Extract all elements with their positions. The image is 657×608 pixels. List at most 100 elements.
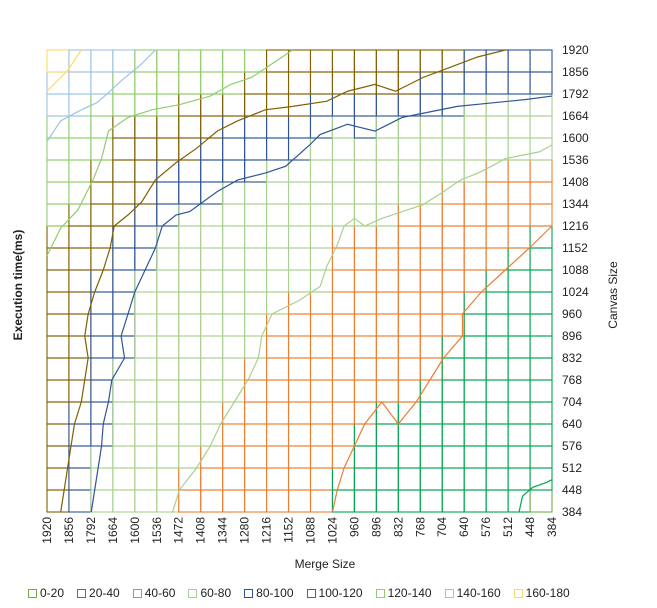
- legend-item: 60-80: [188, 586, 231, 600]
- grid-cell: [353, 269, 377, 293]
- legend-label: 60-80: [200, 586, 232, 600]
- grid-cell: [46, 225, 70, 249]
- grid-cell: [397, 291, 421, 315]
- grid-cell: [375, 225, 399, 249]
- grid-cell: [222, 423, 246, 447]
- legend-item: 120-140: [375, 586, 432, 600]
- legend-swatch: [375, 588, 385, 598]
- grid-cell: [287, 115, 312, 139]
- grid-cell: [112, 269, 136, 293]
- grid-cell: [353, 489, 377, 513]
- grid-cell: [222, 291, 246, 315]
- grid-cell: [529, 423, 553, 447]
- grid-cell: [507, 115, 531, 139]
- grid-cell: [397, 335, 421, 359]
- grid-cell: [156, 313, 180, 337]
- grid-cell: [529, 335, 553, 359]
- grid-cell: [200, 269, 224, 293]
- grid-cell: [529, 159, 553, 183]
- legend-swatch: [132, 588, 142, 598]
- grid-cell: [90, 357, 114, 381]
- grid-cell: [375, 335, 399, 359]
- grid-cell: [46, 71, 70, 95]
- grid-cell: [397, 489, 421, 513]
- grid-cell: [266, 49, 290, 73]
- legend-swatch: [77, 588, 87, 598]
- grid-cell: [266, 423, 290, 447]
- grid-cell: [244, 379, 268, 403]
- grid-cell: [112, 379, 136, 403]
- grid-cell: [222, 489, 246, 513]
- grid-cell: [441, 445, 465, 469]
- grid-cell: [134, 313, 158, 337]
- grid-cell: [309, 313, 333, 337]
- grid-cell: [353, 379, 377, 403]
- grid-cell: [485, 489, 509, 513]
- grid-cell: [353, 291, 377, 315]
- grid-cell: [353, 445, 377, 469]
- grid-cell: [441, 247, 465, 271]
- grid-cell: [200, 159, 224, 183]
- grid-cell: [200, 225, 224, 249]
- grid-cell: [507, 225, 531, 249]
- grid-cell: [463, 423, 487, 447]
- x-tick-label: 384: [545, 517, 559, 537]
- grid-cell: [419, 467, 443, 491]
- grid-cell: [134, 181, 158, 205]
- grid-cell: [419, 247, 443, 271]
- x-tick-label: 1856: [62, 517, 76, 544]
- grid-cell: [200, 313, 224, 337]
- grid-cell: [287, 203, 312, 227]
- grid-cell: [156, 467, 180, 491]
- grid-cell: [529, 313, 553, 337]
- grid-cell: [331, 445, 355, 469]
- grid-cell: [419, 49, 443, 73]
- grid-cell: [68, 247, 92, 271]
- grid-cell: [200, 357, 224, 381]
- grid-cell: [441, 379, 465, 403]
- grid-cell: [287, 445, 312, 469]
- y-axis-title-right: Canvas Size: [606, 261, 620, 329]
- grid-cell: [419, 423, 443, 447]
- grid-cell: [68, 489, 92, 513]
- grid-cell: [485, 291, 509, 315]
- grid-cell: [309, 335, 333, 359]
- grid-cell: [112, 313, 136, 337]
- grid-cell: [507, 423, 531, 447]
- grid-cell: [244, 49, 268, 73]
- grid-cell: [463, 401, 487, 425]
- grid-cell: [331, 181, 355, 205]
- contour-line: [46, 49, 156, 142]
- grid-cell: [353, 181, 377, 205]
- grid-cell: [244, 159, 268, 183]
- grid-cell: [507, 489, 531, 513]
- x-tick-label: 1344: [216, 517, 230, 544]
- grid-cell: [90, 159, 114, 183]
- grid-cell: [112, 423, 136, 447]
- grid-cell: [156, 137, 180, 161]
- grid-cell: [419, 225, 443, 249]
- grid-cell: [68, 137, 92, 161]
- grid-cell: [46, 489, 70, 513]
- grid-cell: [178, 181, 202, 205]
- grid-cell: [178, 225, 202, 249]
- grid-cell: [90, 203, 114, 227]
- legend-item: 0-20: [28, 586, 64, 600]
- grid-cell: [353, 313, 377, 337]
- legend-label: 140-160: [456, 586, 501, 600]
- grid-cell: [309, 203, 333, 227]
- x-tick-label: 896: [369, 517, 383, 537]
- grid-cell: [529, 49, 553, 73]
- grid-cell: [353, 335, 377, 359]
- y-tick-label: 1152: [562, 241, 588, 255]
- grid-cell: [244, 423, 268, 447]
- grid-cell: [90, 93, 114, 117]
- grid-cell: [419, 401, 443, 425]
- grid-cell: [156, 423, 180, 447]
- grid-cell: [178, 115, 202, 139]
- grid-cell: [112, 115, 136, 139]
- grid-cell: [529, 181, 553, 205]
- grid-cell: [419, 269, 443, 293]
- x-tick-label: 1920: [40, 517, 54, 544]
- grid-cell: [397, 137, 421, 161]
